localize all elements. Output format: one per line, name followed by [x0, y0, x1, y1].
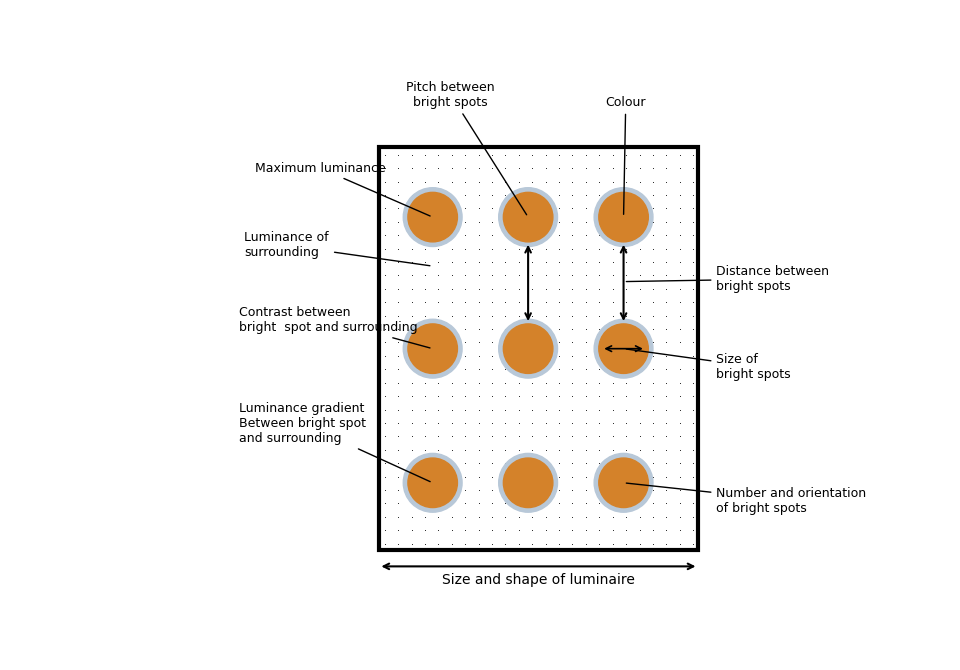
Circle shape [498, 454, 558, 512]
Text: Distance between
bright spots: Distance between bright spots [626, 265, 829, 293]
Circle shape [599, 324, 648, 373]
Bar [378, 147, 698, 550]
Circle shape [403, 188, 462, 247]
Circle shape [408, 324, 457, 373]
Circle shape [408, 192, 457, 242]
Circle shape [498, 320, 558, 378]
Circle shape [599, 458, 648, 508]
Circle shape [403, 320, 462, 378]
Circle shape [599, 192, 648, 242]
Circle shape [594, 320, 653, 378]
Text: Luminance gradient
Between bright spot
and surrounding: Luminance gradient Between bright spot a… [239, 402, 430, 482]
Text: Maximum luminance: Maximum luminance [254, 161, 430, 216]
Bar [378, 147, 698, 550]
Circle shape [498, 188, 558, 247]
Circle shape [503, 458, 553, 508]
Text: Number and orientation
of bright spots: Number and orientation of bright spots [626, 483, 867, 515]
Circle shape [503, 324, 553, 373]
Text: Pitch between
bright spots: Pitch between bright spots [406, 81, 527, 215]
Circle shape [403, 454, 462, 512]
Text: Size of
bright spots: Size of bright spots [626, 349, 791, 381]
Text: Luminance of
surrounding: Luminance of surrounding [245, 232, 430, 266]
Text: Colour: Colour [606, 96, 646, 214]
Circle shape [594, 454, 653, 512]
Text: Contrast between
bright  spot and surrounding: Contrast between bright spot and surroun… [239, 306, 430, 348]
Circle shape [503, 192, 553, 242]
Circle shape [594, 188, 653, 247]
Text: Size and shape of luminaire: Size and shape of luminaire [442, 573, 635, 587]
Circle shape [408, 458, 457, 508]
